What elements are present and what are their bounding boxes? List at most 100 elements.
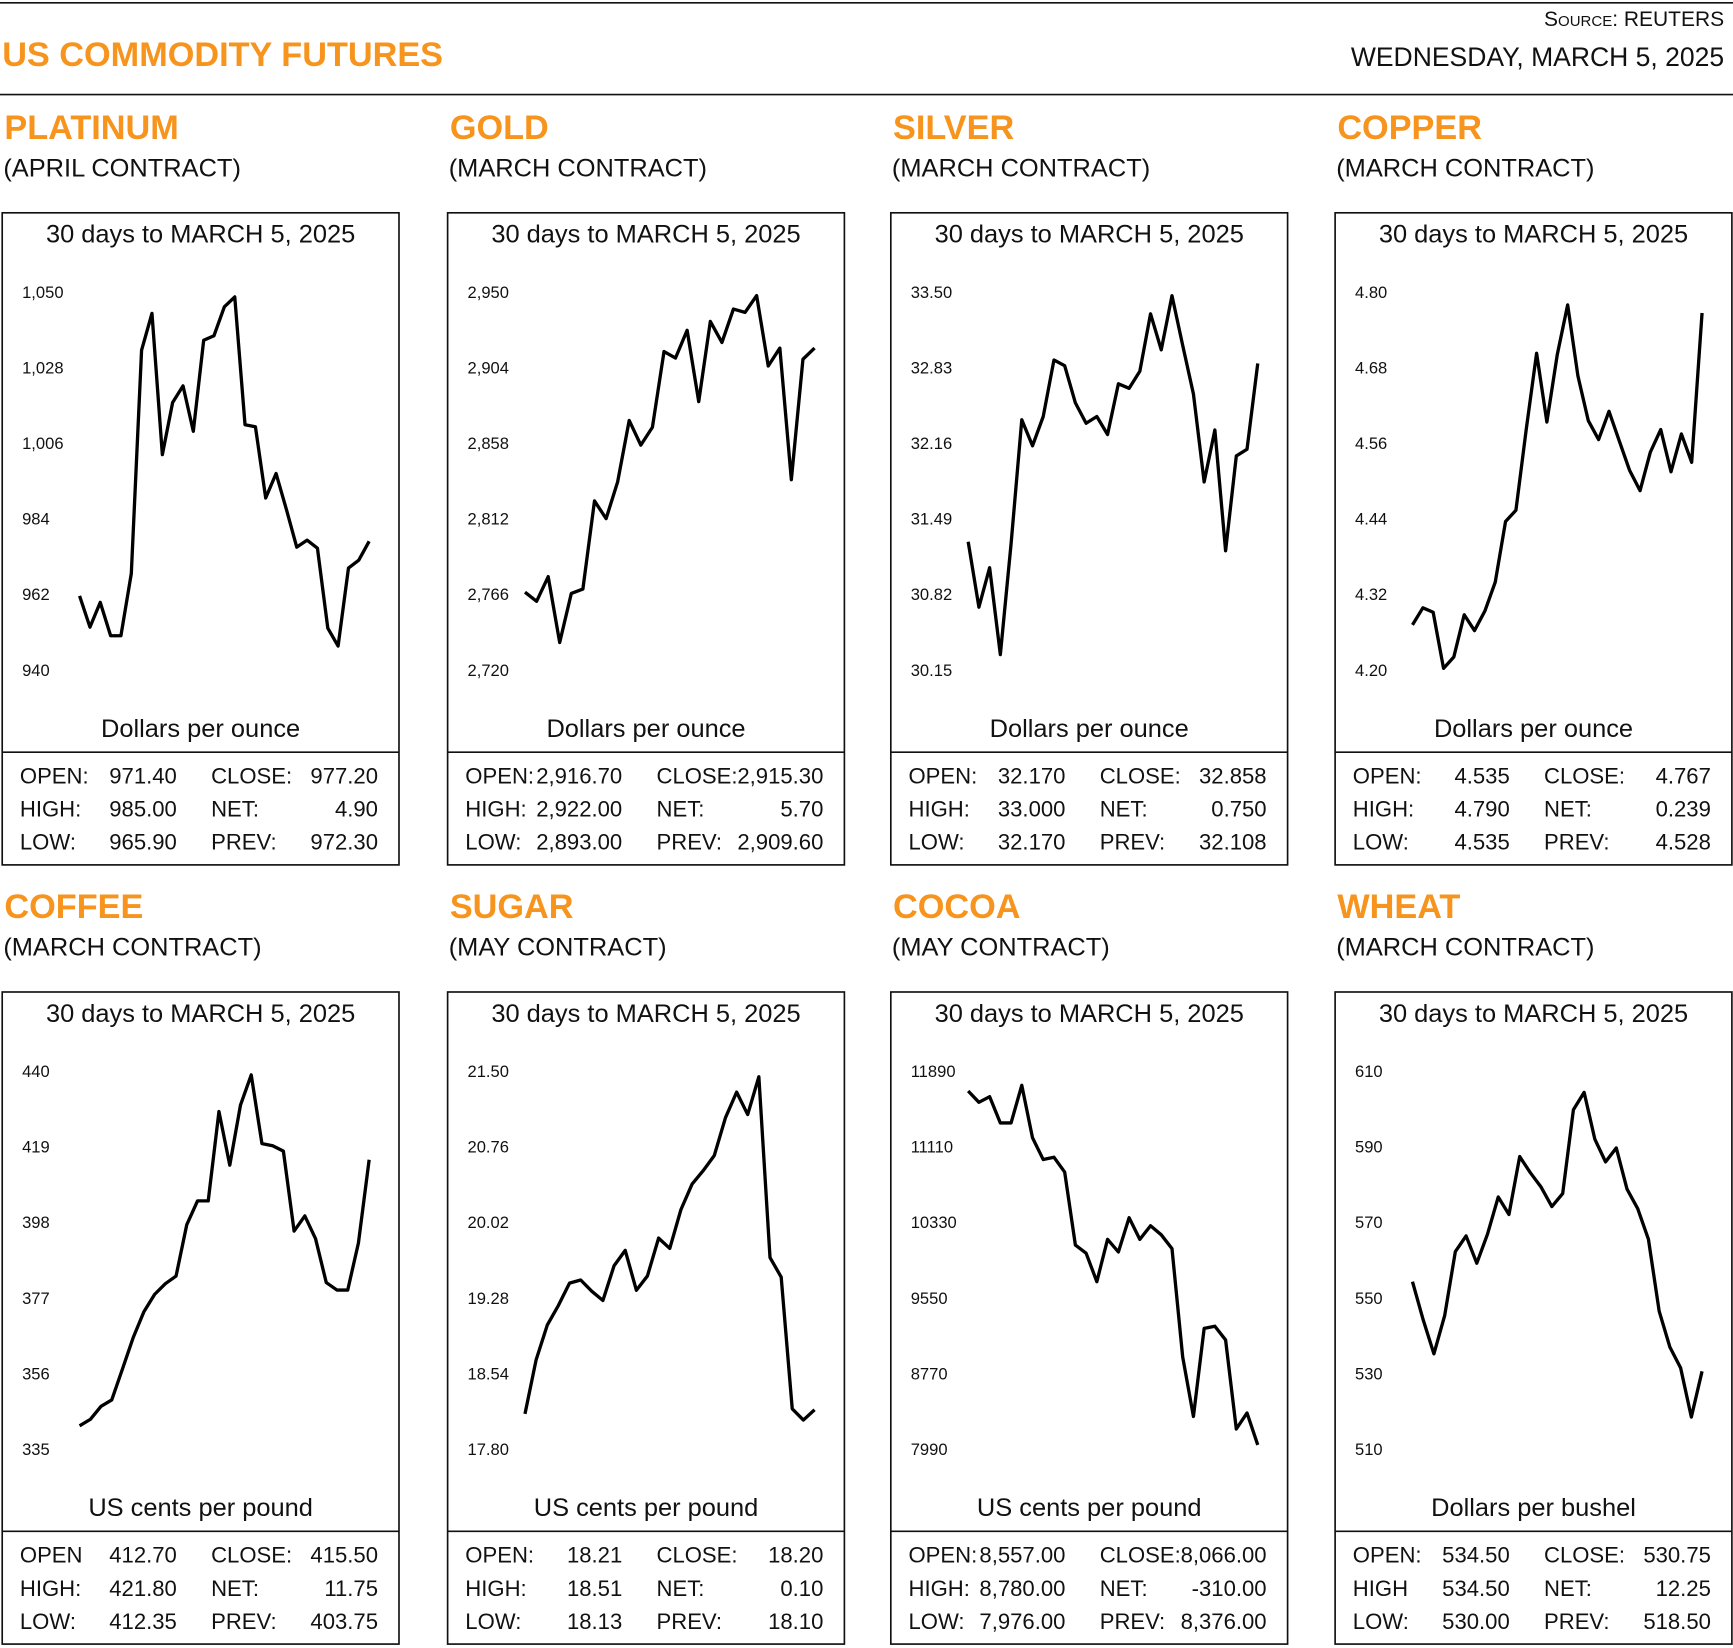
stat-value: 18.51 bbox=[567, 1576, 622, 1601]
stat-label: PREV: bbox=[657, 1609, 722, 1634]
stat-label: HIGH: bbox=[1353, 797, 1414, 822]
stat-value: 977.20 bbox=[310, 763, 378, 788]
stat-value: 11.75 bbox=[324, 1576, 378, 1601]
y-tick-label: 2,720 bbox=[468, 661, 509, 680]
contract: (MAY CONTRACT) bbox=[892, 934, 1110, 962]
commodity-name: COPPER bbox=[1337, 109, 1482, 147]
stat-value: 8,376.00 bbox=[1181, 1609, 1267, 1634]
y-tick-label: 4.80 bbox=[1355, 283, 1387, 302]
stat-label: OPEN: bbox=[1353, 1543, 1422, 1568]
y-tick-label: 984 bbox=[22, 510, 50, 529]
stat-value: 18.20 bbox=[768, 1543, 823, 1568]
commodity-name: SUGAR bbox=[450, 888, 574, 926]
panel-box bbox=[446, 211, 846, 866]
stat-label: OPEN bbox=[20, 1543, 83, 1568]
stat-label: OPEN: bbox=[908, 1543, 977, 1568]
y-tick-label: 550 bbox=[1355, 1289, 1383, 1308]
commodity-name: COCOA bbox=[893, 888, 1020, 926]
stat-label: CLOSE: bbox=[1544, 763, 1625, 788]
chart-caption: 30 days to MARCH 5, 2025 bbox=[491, 1000, 800, 1028]
stat-value: 8,780.00 bbox=[979, 1576, 1065, 1601]
y-tick-label: 19.28 bbox=[468, 1289, 509, 1308]
stat-label: CLOSE: bbox=[1100, 1543, 1181, 1568]
y-tick-label: 30.82 bbox=[911, 585, 952, 604]
price-line bbox=[1410, 1090, 1704, 1419]
chart-caption: 30 days to MARCH 5, 2025 bbox=[1379, 1000, 1688, 1028]
panel-box bbox=[889, 211, 1289, 866]
contract: (MARCH CONTRACT) bbox=[1336, 154, 1594, 182]
contract: (APRIL CONTRACT) bbox=[3, 154, 241, 182]
stat-label: CLOSE: bbox=[1100, 763, 1181, 788]
stat-label: LOW: bbox=[465, 1609, 521, 1634]
stat-value: 412.70 bbox=[109, 1543, 177, 1568]
stat-label: OPEN: bbox=[465, 763, 534, 788]
stat-label: NET: bbox=[1544, 1576, 1592, 1601]
y-tick-label: 377 bbox=[22, 1289, 50, 1308]
stat-value: 534.50 bbox=[1442, 1576, 1510, 1601]
y-tick-label: 17.80 bbox=[468, 1440, 509, 1459]
panel-box bbox=[1334, 211, 1733, 866]
stat-label: LOW: bbox=[1353, 1609, 1409, 1634]
stat-label: CLOSE: bbox=[657, 763, 738, 788]
y-tick-label: 1,050 bbox=[22, 283, 63, 302]
price-line bbox=[966, 294, 1260, 657]
stat-value: 530.75 bbox=[1643, 1543, 1711, 1568]
stat-value: -310.00 bbox=[1192, 1576, 1267, 1601]
commodity-name: SILVER bbox=[893, 109, 1014, 147]
stat-label: HIGH: bbox=[20, 1576, 81, 1601]
stat-label: OPEN: bbox=[908, 763, 977, 788]
stat-label: PREV: bbox=[1544, 1609, 1609, 1634]
y-tick-label: 398 bbox=[22, 1213, 50, 1232]
y-tick-label: 590 bbox=[1355, 1138, 1383, 1157]
price-line bbox=[78, 1073, 371, 1428]
stat-value: 18.10 bbox=[768, 1609, 823, 1634]
commodity-name: WHEAT bbox=[1337, 888, 1460, 926]
chart-caption: 30 days to MARCH 5, 2025 bbox=[1379, 221, 1688, 249]
stat-value: 18.21 bbox=[567, 1543, 622, 1568]
contract: (MARCH CONTRACT) bbox=[449, 154, 707, 182]
stat-value: 5.70 bbox=[780, 797, 823, 822]
y-tick-label: 510 bbox=[1355, 1440, 1383, 1459]
y-tick-label: 1,028 bbox=[22, 358, 63, 377]
y-tick-label: 4.68 bbox=[1355, 358, 1387, 377]
stat-label: PREV: bbox=[211, 830, 276, 855]
stat-value: 4.767 bbox=[1656, 763, 1711, 788]
stat-value: 0.239 bbox=[1656, 797, 1711, 822]
stat-label: LOW: bbox=[908, 830, 964, 855]
stat-label: HIGH: bbox=[465, 1576, 526, 1601]
y-tick-label: 32.83 bbox=[911, 358, 952, 377]
stat-label: HIGH: bbox=[20, 797, 81, 822]
stat-label: CLOSE: bbox=[1544, 1543, 1625, 1568]
y-tick-label: 20.76 bbox=[468, 1138, 509, 1157]
stat-value: 8,557.00 bbox=[979, 1543, 1065, 1568]
stat-value: 971.40 bbox=[109, 763, 177, 788]
commodity-name: GOLD bbox=[450, 109, 549, 147]
stat-label: LOW: bbox=[908, 1609, 964, 1634]
stat-label: NET: bbox=[657, 1576, 705, 1601]
y-tick-label: 10330 bbox=[911, 1213, 957, 1232]
chart-caption: 30 days to MARCH 5, 2025 bbox=[491, 221, 800, 249]
stat-value: 403.75 bbox=[310, 1609, 378, 1634]
stat-label: PREV: bbox=[1100, 1609, 1165, 1634]
contract: (MARCH CONTRACT) bbox=[3, 934, 261, 962]
stat-label: CLOSE: bbox=[657, 1543, 738, 1568]
stat-label: PREV: bbox=[657, 830, 722, 855]
stat-label: LOW: bbox=[20, 1609, 76, 1634]
stat-label: CLOSE: bbox=[211, 1543, 292, 1568]
stat-value: 7,976.00 bbox=[979, 1609, 1065, 1634]
stat-label: LOW: bbox=[20, 830, 76, 855]
y-tick-label: 4.32 bbox=[1355, 585, 1387, 604]
y-tick-label: 4.44 bbox=[1355, 510, 1387, 529]
panel-box bbox=[889, 991, 1289, 1645]
stat-label: NET: bbox=[1100, 1576, 1148, 1601]
stat-value: 2,915.30 bbox=[737, 763, 823, 788]
y-tick-label: 11890 bbox=[911, 1062, 956, 1081]
stat-value: 518.50 bbox=[1643, 1609, 1711, 1634]
y-tick-label: 356 bbox=[22, 1364, 50, 1383]
stat-label: CLOSE: bbox=[211, 763, 292, 788]
panel-box bbox=[1334, 991, 1733, 1645]
y-tick-label: 8770 bbox=[911, 1364, 948, 1383]
contract: (MAY CONTRACT) bbox=[449, 934, 667, 962]
